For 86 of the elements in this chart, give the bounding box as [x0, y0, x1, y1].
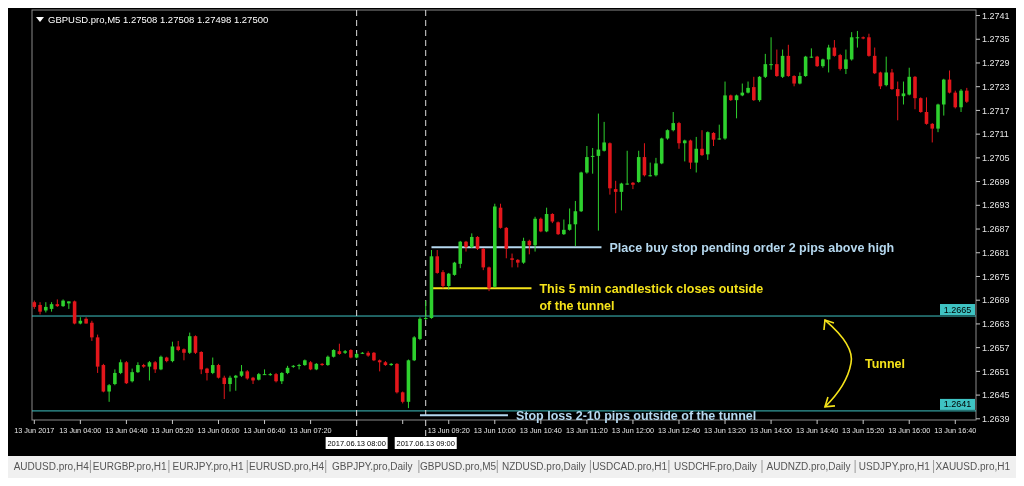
candlestick: [435, 249, 440, 275]
text: USDCHF.pro,Daily: [674, 461, 757, 472]
ref-line-label: 1.2641: [943, 399, 972, 410]
candlestick: [464, 240, 468, 253]
y-tick-label: 1.2657: [982, 342, 1010, 353]
y-tick-label: 1.2699: [982, 176, 1010, 187]
y-tick-label: 1.2711: [982, 129, 1009, 140]
candlestick: [700, 129, 704, 157]
y-tick-label: 1.2723: [982, 81, 1010, 92]
candlestick: [671, 111, 676, 132]
candlestick: [510, 253, 514, 268]
candlestick: [418, 316, 422, 341]
candlestick: [613, 180, 618, 214]
y-tick-label: 1.2741: [982, 10, 1010, 21]
candlestick: [205, 367, 209, 381]
candlestick: [654, 157, 658, 177]
y-tick-label: 1.2639: [982, 413, 1010, 424]
candlestick: [717, 124, 722, 141]
text: EURGBP.pro,H1: [92, 461, 167, 472]
candlestick: [297, 363, 301, 370]
chart-title: GBPUSD.pro,M5 1.27508 1.27508 1.27498 1.27500: [48, 14, 269, 25]
candlestick: [895, 81, 900, 121]
candlestick: [901, 81, 906, 105]
y-tick-label: 1.2693: [982, 200, 1010, 211]
candlestick: [187, 332, 192, 355]
candlestick: [677, 121, 681, 150]
text: EURUSD.pro,H4: [248, 461, 325, 472]
text: EURJPY.pro,H1: [172, 461, 244, 472]
text: NZDUSD.pro,Daily: [501, 461, 586, 472]
text: GBPUSD.pro,M5: [420, 461, 497, 472]
candlestick: [752, 76, 756, 102]
y-tick-label: 1.2645: [982, 390, 1010, 401]
candlestick: [746, 81, 750, 94]
candlestick: [107, 383, 111, 403]
annotation: Stop loss 2-10 pips outside of the tunnel: [515, 408, 757, 423]
candlestick: [423, 300, 428, 321]
y-tick-label: 1.2663: [982, 319, 1010, 330]
candlestick: [913, 75, 917, 110]
ref-line-label: 1.2665: [943, 304, 972, 315]
candlestick: [959, 88, 963, 113]
candlestick: [562, 219, 566, 236]
candlestick: [602, 121, 606, 153]
candlestick: [775, 49, 779, 78]
candlestick: [631, 181, 635, 190]
candlestick: [412, 335, 416, 362]
text: GBPJPY.pro,Daily: [332, 461, 413, 472]
candlestick: [907, 67, 912, 96]
y-tick-label: 1.2687: [982, 224, 1010, 235]
candlestick: [458, 240, 463, 269]
candlestick: [487, 266, 491, 292]
candlestick: [844, 49, 848, 75]
annotation: This 5 min candlestick closes outside of the tunnel: [539, 281, 764, 313]
candlestick: [867, 33, 871, 58]
y-tick-label: 1.2717: [982, 105, 1010, 116]
text: AUDNZD.pro,Daily: [766, 461, 851, 472]
y-tick-label: 1.2735: [982, 34, 1010, 45]
candlestick: [769, 36, 773, 71]
candlestick: [705, 130, 710, 161]
text: AUDUSD.pro,H4: [13, 461, 90, 472]
candlestick: [441, 269, 445, 289]
candlestick: [228, 375, 232, 393]
candlestick: [222, 375, 227, 400]
candlestick: [567, 207, 572, 232]
text: USDJPY.pro,H1: [858, 461, 931, 472]
candlestick: [694, 136, 699, 173]
y-tick-label: 1.2729: [982, 58, 1010, 69]
annotation: Tunnel: [864, 356, 906, 371]
candlestick: [90, 320, 94, 342]
text: XAUUSD.pro,H1: [935, 461, 1011, 472]
candlestick: [884, 56, 888, 87]
y-tick-label: 1.2651: [982, 366, 1010, 377]
candlestick: [585, 145, 589, 175]
candlestick: [182, 347, 186, 361]
candlestick: [890, 68, 894, 91]
y-tick-label: 1.2669: [982, 295, 1010, 306]
y-tick-label: 1.2675: [982, 271, 1010, 282]
y-tick-label: 1.2681: [982, 247, 1010, 258]
candlestick: [343, 349, 347, 355]
candlestick: [147, 360, 152, 381]
candlestick: [625, 150, 629, 186]
candlestick: [930, 122, 935, 143]
candlestick: [199, 350, 204, 375]
annotation: Place buy stop pending order 2 pips above high: [609, 240, 895, 255]
candlestick: [481, 247, 486, 271]
y-tick-label: 1.2705: [982, 153, 1010, 164]
text: USDCAD.pro,H1: [592, 461, 668, 472]
